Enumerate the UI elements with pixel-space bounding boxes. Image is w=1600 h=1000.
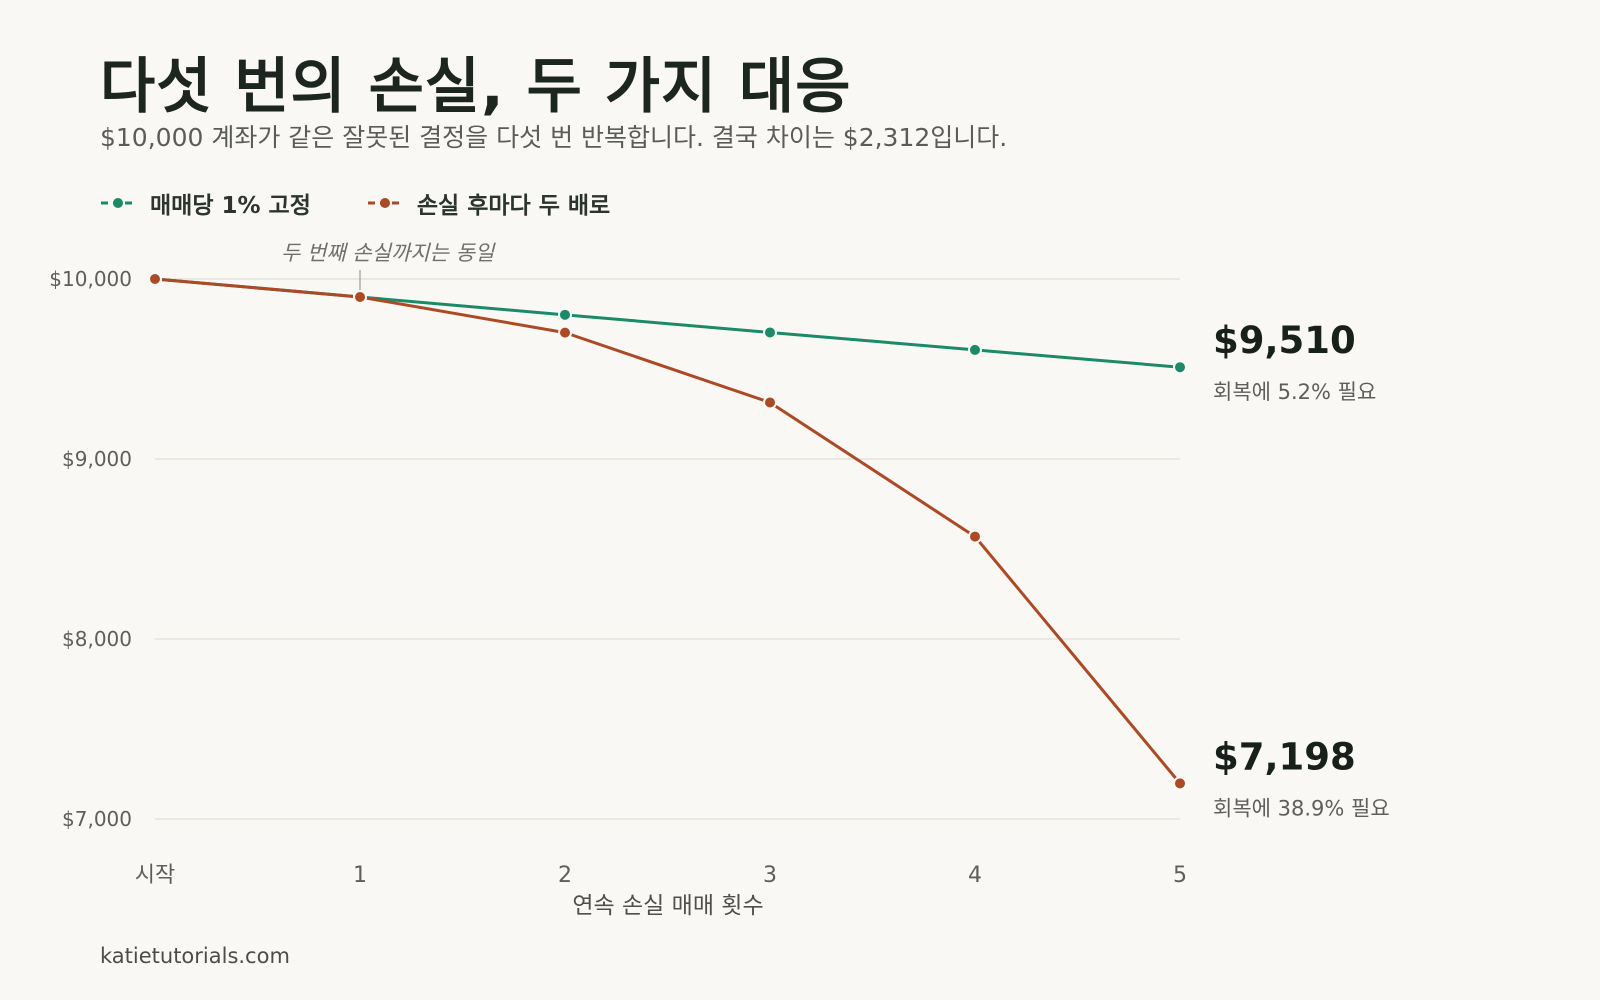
- chart-subtitle: $10,000 계좌가 같은 잘못된 결정을 다섯 번 반복합니다. 결국 차이…: [100, 123, 1008, 152]
- data-point-fixed: [968, 342, 982, 357]
- x-tick-label: 1: [353, 863, 367, 888]
- chart-title: 다섯 번의 손실, 두 가지 대응: [100, 52, 852, 122]
- x-tick-label: 5: [1173, 863, 1187, 888]
- data-point-doubling: [558, 325, 572, 340]
- data-point-doubling: [148, 272, 162, 286]
- legend-swatch-doubling-icon: [367, 198, 402, 208]
- legend-label-fixed: 매매당 1% 고정: [150, 193, 311, 219]
- x-tick-label: 4: [968, 863, 982, 888]
- legend-item-fixed: 매매당 1% 고정: [100, 186, 311, 220]
- annotation-layer: 두 번째 손실까지는 동일: [281, 241, 496, 290]
- x-axis-ticks: 시작 1 2 3 4 5: [135, 863, 1187, 888]
- y-tick-label: $8,000: [62, 627, 132, 651]
- y-tick-label: $10,000: [49, 267, 132, 291]
- y-axis-ticks: $10,000 $9,000 $8,000 $7,000: [49, 267, 132, 831]
- data-point-fixed: [558, 307, 572, 322]
- end-note-doubling: 회복에 38.9% 필요: [1213, 796, 1390, 820]
- end-value-label-fixed: $9,510: [1213, 319, 1356, 362]
- end-note-fixed: 회복에 5.2% 필요: [1213, 380, 1376, 404]
- series-lines: [153, 277, 1182, 785]
- x-tick-label: 시작: [135, 863, 175, 888]
- data-point-doubling: [968, 529, 982, 544]
- data-point-doubling: [353, 290, 367, 304]
- annotation-text: 두 번째 손실까지는 동일: [281, 241, 496, 265]
- y-tick-label: $7,000: [62, 807, 132, 831]
- grid-layer: [155, 278, 1180, 820]
- end-value-label-doubling: $7,198: [1213, 735, 1356, 778]
- legend-item-doubling: 손실 후마다 두 배로: [367, 186, 610, 220]
- series-points: [148, 272, 1187, 791]
- data-point-fixed: [763, 325, 777, 340]
- legend-label-doubling: 손실 후마다 두 배로: [416, 193, 611, 219]
- end-labels: $9,510 회복에 5.2% 필요 $7,198 회복에 38.9% 필요: [1213, 319, 1390, 820]
- legend: 매매당 1% 고정 손실 후마다 두 배로: [100, 186, 610, 220]
- x-axis-title: 연속 손실 매매 횟수: [572, 893, 763, 919]
- data-point-doubling: [763, 395, 777, 410]
- series-line-doubling: [153, 277, 1182, 785]
- x-tick-label: 2: [558, 863, 572, 888]
- x-tick-label: 3: [763, 863, 777, 888]
- y-tick-label: $9,000: [62, 447, 132, 471]
- legend-swatch-fixed-icon: [101, 198, 135, 208]
- data-point-doubling: [1173, 776, 1187, 791]
- data-point-fixed: [1173, 360, 1187, 375]
- source-footer: katietutorials.com: [100, 944, 290, 968]
